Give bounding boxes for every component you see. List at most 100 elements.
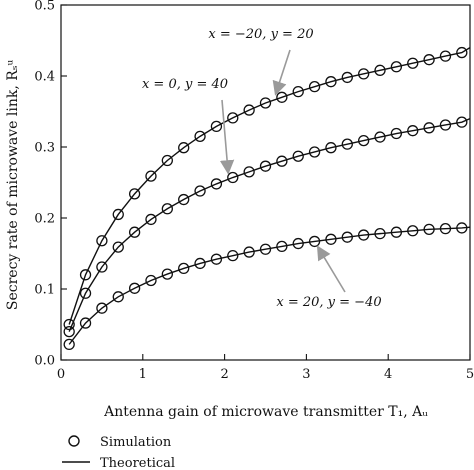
legend-label-theoretical: Theoretical bbox=[100, 456, 175, 470]
series-0-point bbox=[161, 154, 173, 167]
series-0-point bbox=[341, 71, 353, 84]
y-tick-label: 0.4 bbox=[34, 70, 55, 85]
series-0-point bbox=[325, 76, 337, 88]
series-1-point bbox=[112, 241, 124, 253]
series-line-1 bbox=[68, 117, 471, 332]
plot-axes bbox=[60, 4, 471, 361]
legend-label-simulation: Simulation bbox=[100, 435, 172, 450]
series-line-0 bbox=[68, 47, 471, 325]
annotation-arrow bbox=[219, 99, 235, 175]
y-tick-label: 0.5 bbox=[34, 0, 55, 14]
series-1-point bbox=[210, 178, 223, 190]
series-0-point bbox=[194, 130, 206, 143]
series-1-point bbox=[79, 287, 92, 299]
series-2-point bbox=[358, 229, 370, 241]
series-0-point bbox=[227, 112, 239, 124]
annotations: x = −20, y = 20 x = 0, y = 40 x = 20, y = … bbox=[142, 27, 382, 310]
series-1-point bbox=[407, 125, 419, 137]
series-0-point bbox=[456, 46, 468, 59]
series-0-point bbox=[63, 318, 75, 331]
series-2-point bbox=[128, 282, 141, 294]
series-1-point bbox=[178, 193, 190, 206]
series-1-point bbox=[63, 325, 75, 338]
series-2-point bbox=[341, 231, 353, 243]
x-tick-label: 5 bbox=[466, 367, 474, 382]
series-1-point bbox=[358, 134, 370, 147]
x-tick-label: 4 bbox=[384, 367, 392, 382]
series-2-point bbox=[194, 257, 206, 270]
series-1-point bbox=[276, 155, 288, 167]
series-line-2 bbox=[68, 226, 471, 345]
series-1-point bbox=[374, 131, 386, 143]
series-2-point bbox=[243, 246, 255, 258]
legend: Simulation Theoretical bbox=[62, 435, 175, 470]
series-lines bbox=[68, 47, 471, 345]
series-0-point bbox=[243, 104, 255, 116]
series-0-point bbox=[79, 269, 92, 281]
y-tick-label: 0.2 bbox=[34, 212, 55, 227]
series-1-point bbox=[456, 116, 468, 128]
x-tick-label: 0 bbox=[57, 367, 65, 382]
series-1-point bbox=[308, 146, 321, 158]
series-points bbox=[63, 46, 468, 351]
x-tick-label: 3 bbox=[302, 367, 310, 382]
series-0-point bbox=[259, 97, 272, 109]
series-2-point bbox=[325, 233, 337, 245]
series-2-point bbox=[96, 302, 108, 314]
series-0-point bbox=[292, 85, 304, 98]
series-1-point bbox=[292, 150, 304, 162]
series-1-point bbox=[439, 119, 452, 131]
series-0-point bbox=[128, 188, 141, 200]
y-tick-label: 0.3 bbox=[34, 141, 55, 156]
series-2-point bbox=[292, 237, 304, 250]
x-tick-label: 1 bbox=[139, 367, 147, 382]
series-0-point bbox=[390, 61, 403, 73]
series-2-point bbox=[79, 317, 92, 329]
series-2-point bbox=[259, 243, 272, 255]
x-ticks: 0 1 2 3 4 5 bbox=[57, 354, 474, 382]
x-axis-label: Antenna gain of microwave transmitter T₁… bbox=[103, 404, 428, 420]
series-1-point bbox=[341, 138, 353, 150]
annotation-label: x = 20, y = −40 bbox=[276, 295, 381, 310]
series-0-point bbox=[374, 64, 386, 76]
series-1-point bbox=[243, 166, 255, 178]
series-1-point bbox=[96, 261, 108, 273]
series-2-point bbox=[210, 253, 223, 265]
series-2-point bbox=[178, 262, 190, 275]
series-0-point bbox=[145, 170, 157, 182]
series-2-point bbox=[145, 274, 157, 287]
series-2-point bbox=[423, 223, 435, 236]
series-1-point bbox=[325, 142, 337, 154]
series-0-point bbox=[112, 208, 124, 221]
series-2-point bbox=[374, 227, 386, 240]
series-2-point bbox=[63, 338, 75, 351]
annotation-arrow bbox=[272, 49, 291, 96]
y-tick-label: 0.0 bbox=[34, 354, 55, 369]
series-0-point bbox=[423, 54, 435, 66]
series-2-point bbox=[439, 222, 452, 235]
x-tick-label: 2 bbox=[220, 367, 228, 382]
legend-marker-simulation bbox=[68, 435, 80, 447]
series-1-point bbox=[145, 213, 157, 226]
series-1-point bbox=[128, 226, 141, 238]
annotation-label: x = −20, y = 20 bbox=[208, 27, 313, 42]
series-2-point bbox=[227, 249, 239, 262]
series-1-point bbox=[161, 203, 173, 215]
series-2-point bbox=[276, 240, 288, 253]
series-0-point bbox=[358, 68, 370, 80]
series-0-point bbox=[96, 235, 108, 247]
annotation-arrow bbox=[316, 245, 346, 293]
y-ticks: 0.0 0.1 0.2 0.3 0.4 0.5 bbox=[34, 0, 67, 369]
series-0-point bbox=[178, 142, 190, 154]
series-2-point bbox=[161, 268, 173, 280]
annotation-label: x = 0, y = 40 bbox=[142, 77, 228, 92]
series-0-point bbox=[407, 57, 419, 69]
series-2-point bbox=[308, 235, 321, 248]
series-2-point bbox=[390, 226, 403, 238]
series-2-point bbox=[112, 291, 124, 303]
plot-frame bbox=[60, 4, 471, 361]
series-1-point bbox=[390, 127, 403, 140]
series-0-point bbox=[210, 120, 223, 133]
y-axis-label: Secrecy rate of microwave link, Rₛᵘ bbox=[5, 59, 21, 310]
